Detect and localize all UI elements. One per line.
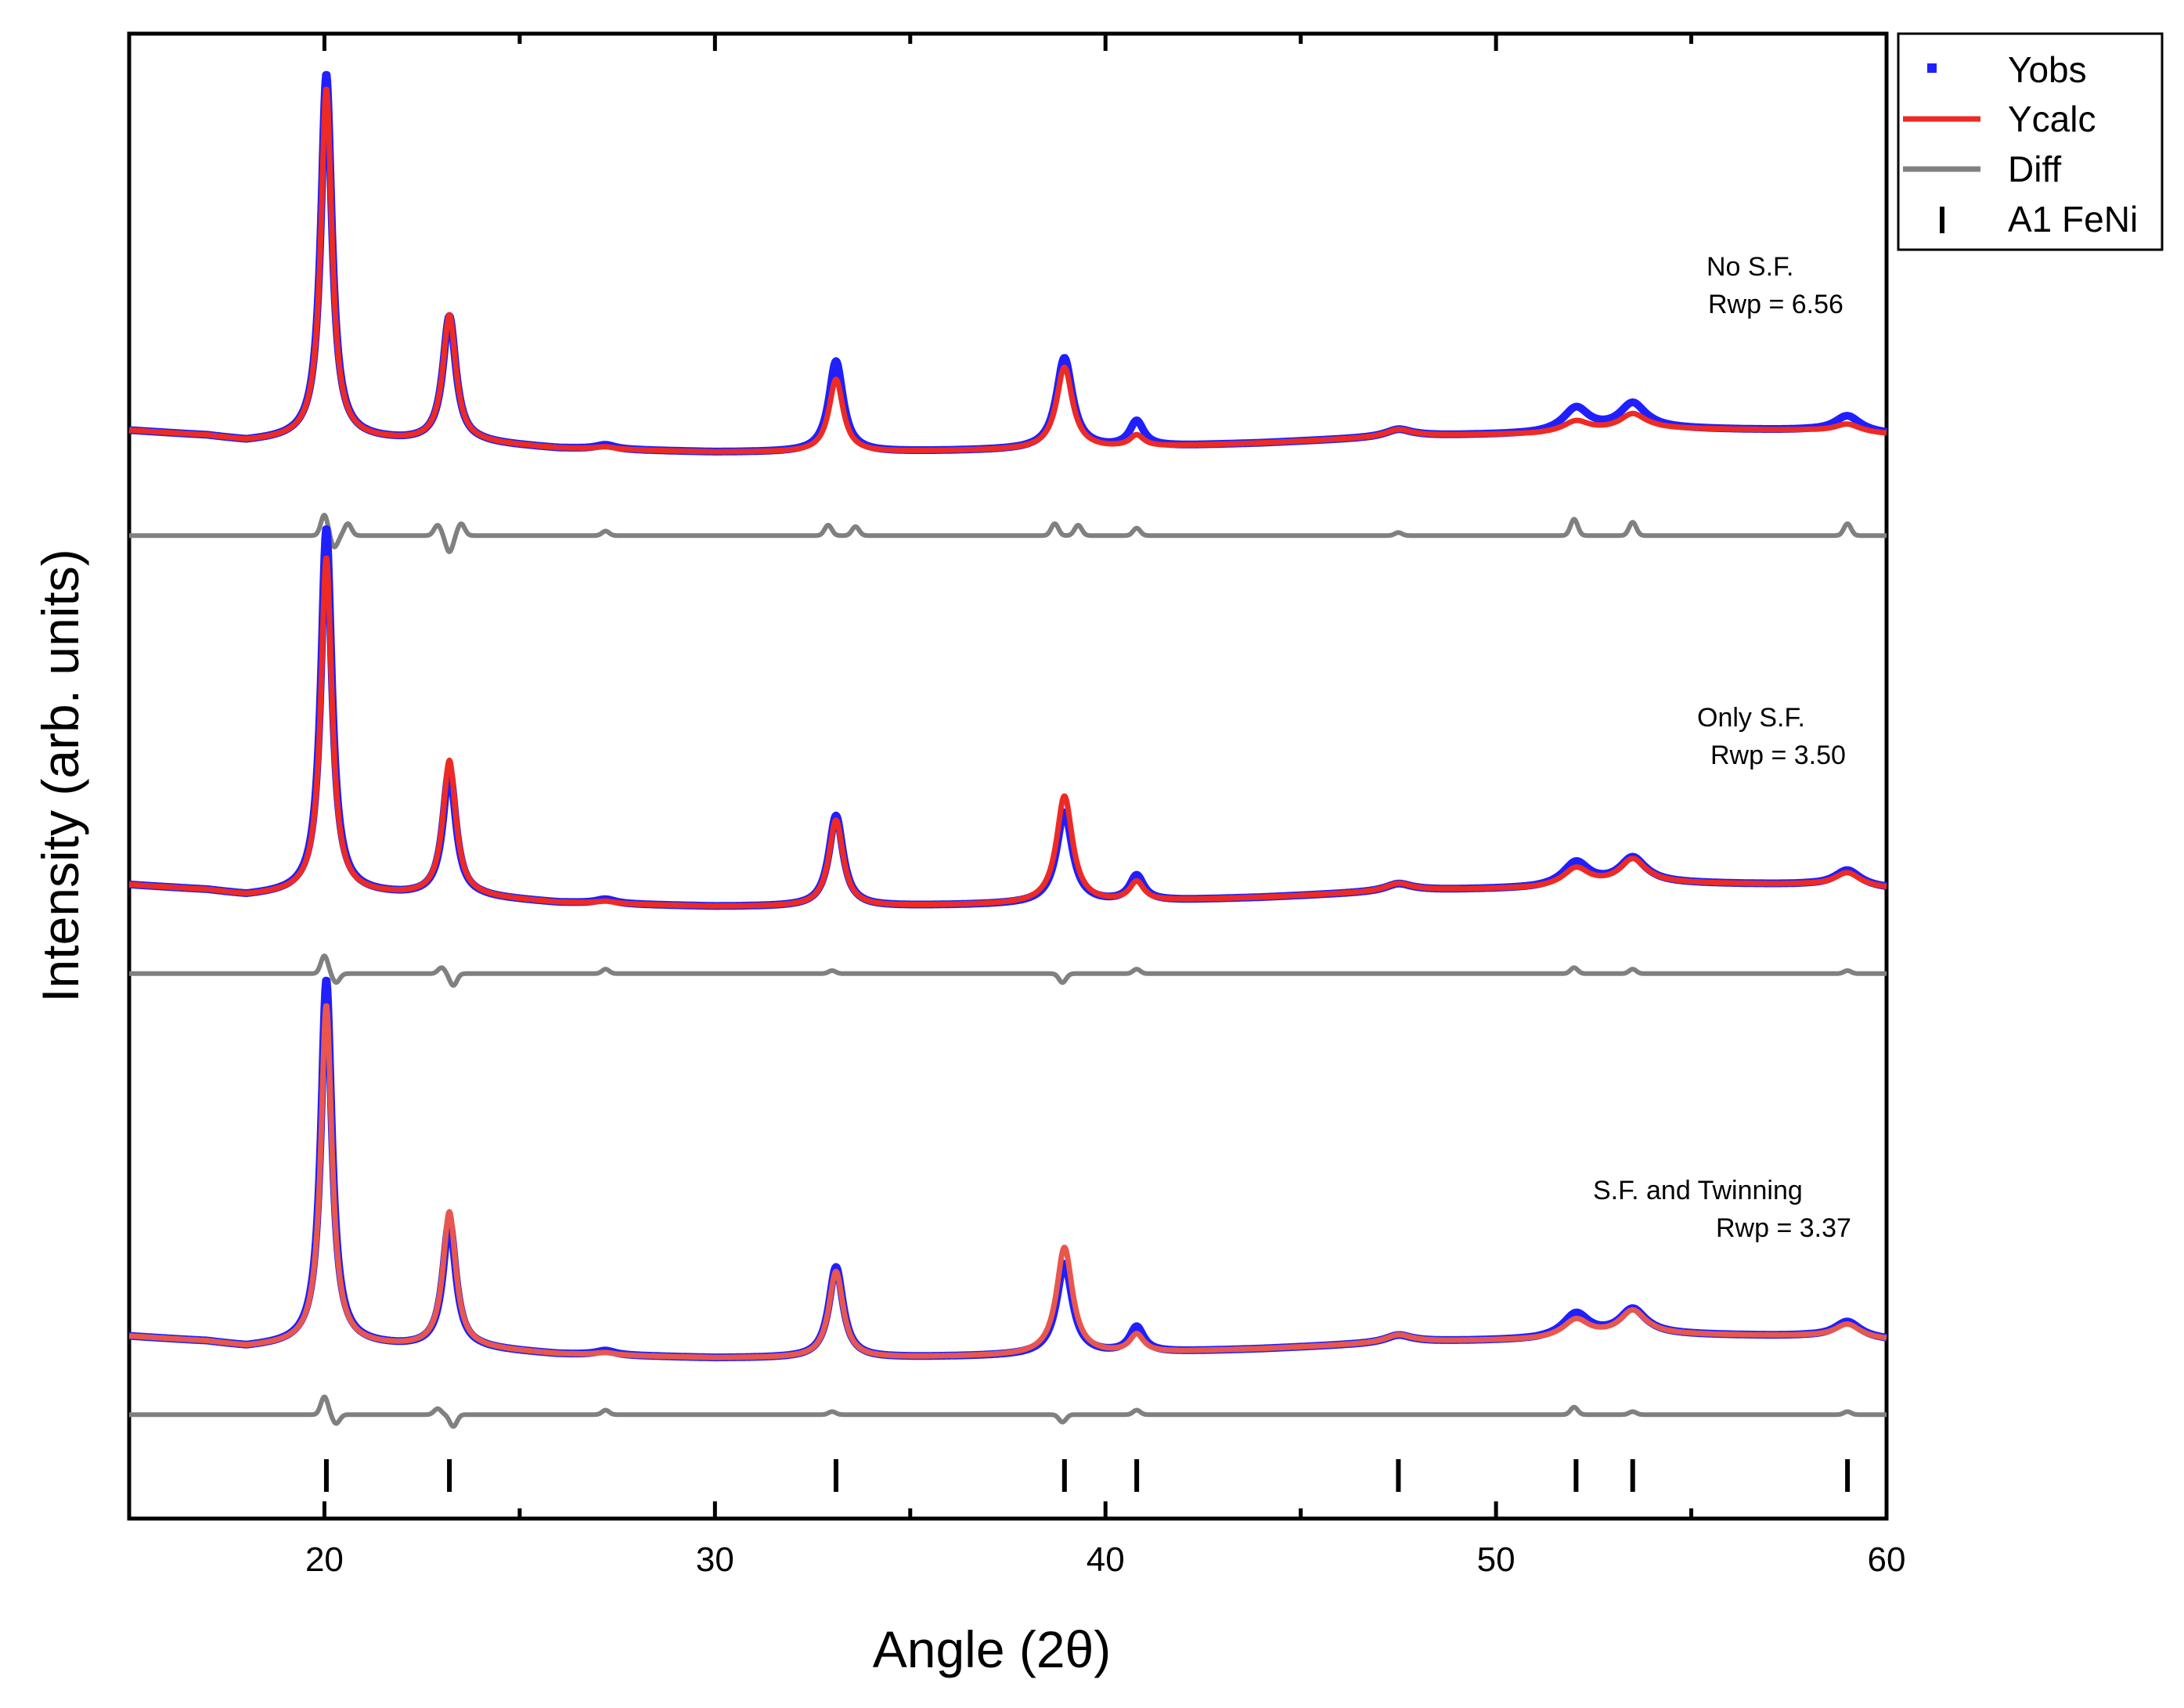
yobs-series-2: [126, 525, 1890, 910]
legend-a1feni-label: A1 FeNi: [2008, 199, 2138, 240]
pattern-group-1: [126, 70, 1890, 554]
yobs-series-1: [126, 70, 1890, 456]
x-tick-label-2: 30: [696, 1540, 734, 1579]
ycalc-series-2: [127, 555, 1889, 909]
x-tick-label-4: 50: [1477, 1540, 1515, 1579]
series-layer: [126, 70, 1890, 1429]
x-axis: 20 30 40 50 60: [305, 34, 1906, 1579]
ycalc-series-3: [127, 1003, 1889, 1360]
rwp-label-3: Rwp = 3.37: [1716, 1213, 1851, 1243]
x-tick-label-5: 60: [1868, 1540, 1906, 1579]
pattern-group-2: [126, 525, 1890, 988]
legend-yobs-marker: [1927, 63, 1937, 73]
legend: Yobs Ycalc Diff A1 FeNi: [1897, 32, 2164, 251]
rwp-label-1: Rwp = 6.56: [1708, 290, 1843, 319]
diff-series-3: [128, 1394, 1888, 1429]
pattern-label-3: S.F. and Twinning: [1593, 1176, 1803, 1205]
legend-ycalc-label: Ycalc: [2008, 99, 2096, 139]
diff-series-2: [128, 953, 1888, 988]
y-axis-title: Intensity (arb. units): [31, 549, 89, 1003]
annotations: No S.F. Rwp = 6.56 Only S.F. Rwp = 3.50 S.F.…: [1593, 252, 1851, 1243]
ycalc-series-1: [127, 86, 1889, 455]
pattern-label-2: Only S.F.: [1697, 703, 1805, 733]
rwp-label-2: Rwp = 3.50: [1710, 740, 1846, 770]
legend-diff-label: Diff: [2008, 149, 2061, 189]
legend-yobs-label: Yobs: [2008, 49, 2087, 90]
x-axis-title: Angle (2θ): [873, 1620, 1112, 1678]
diff-series-1: [128, 513, 1888, 554]
x-tick-label-1: 20: [305, 1540, 344, 1579]
plot-frame: [127, 31, 1889, 1521]
reflection-ticks: [323, 1459, 1851, 1492]
yobs-series-3: [126, 976, 1890, 1362]
pattern-label-1: No S.F.: [1706, 252, 1793, 282]
pattern-group-3: [126, 976, 1890, 1429]
x-tick-label-3: 40: [1087, 1540, 1125, 1579]
